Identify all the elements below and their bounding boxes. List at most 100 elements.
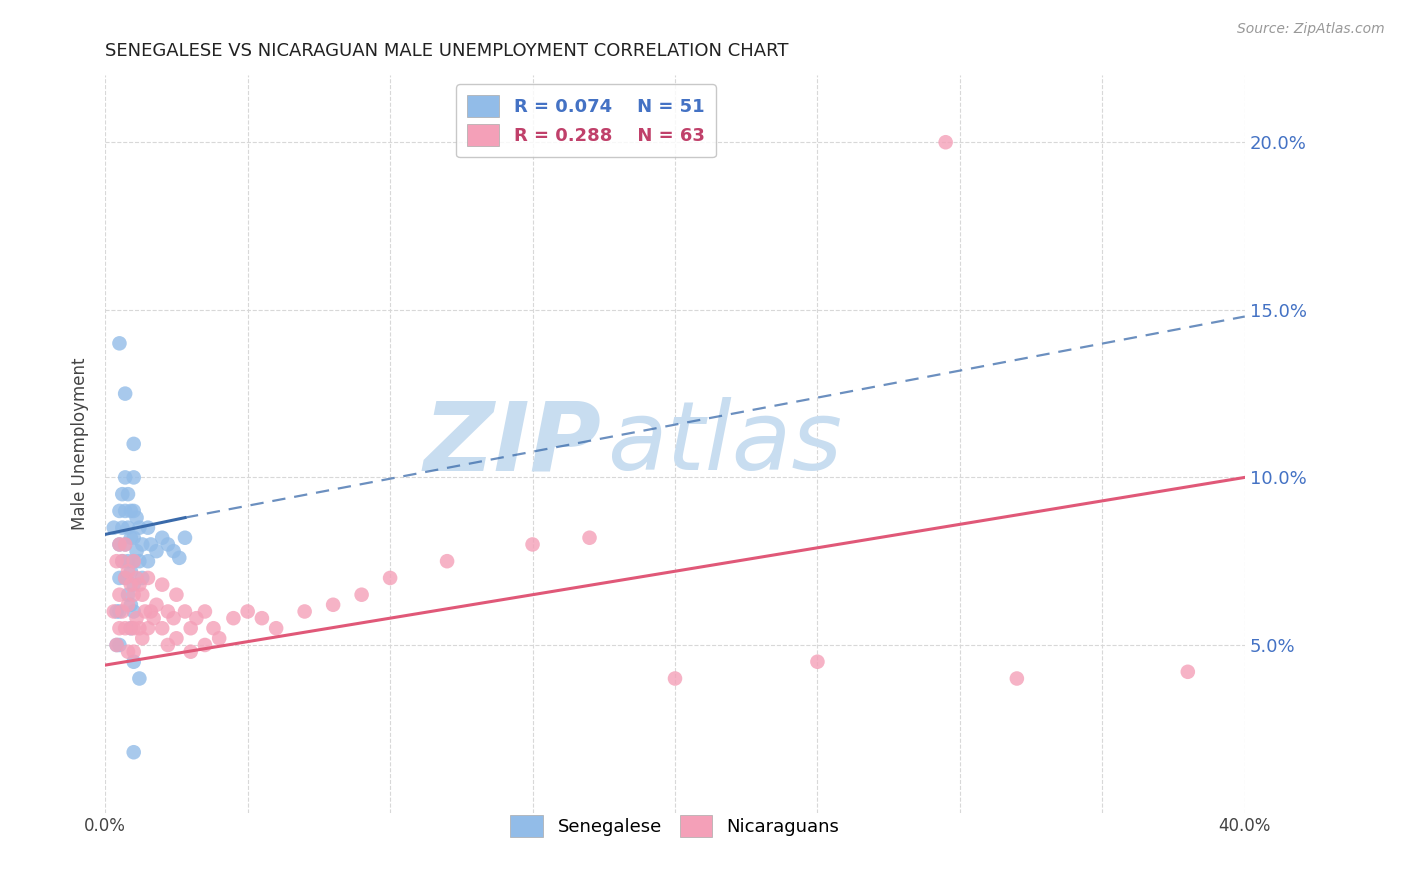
- Point: [522, 537, 544, 551]
- Point: [108, 571, 131, 585]
- Point: [180, 645, 202, 659]
- Point: [150, 621, 173, 635]
- Point: [114, 621, 136, 635]
- Point: [105, 605, 128, 619]
- Point: [156, 537, 179, 551]
- Point: [105, 554, 128, 568]
- Point: [350, 588, 373, 602]
- Point: [806, 655, 828, 669]
- Point: [145, 544, 167, 558]
- Point: [105, 638, 128, 652]
- Point: [111, 487, 134, 501]
- Point: [150, 577, 173, 591]
- Point: [128, 672, 150, 686]
- Point: [108, 621, 131, 635]
- Point: [136, 571, 159, 585]
- Point: [125, 544, 148, 558]
- Point: [162, 544, 184, 558]
- Point: [108, 588, 131, 602]
- Point: [142, 611, 165, 625]
- Point: [120, 577, 142, 591]
- Point: [1177, 665, 1199, 679]
- Point: [122, 554, 145, 568]
- Point: [1005, 672, 1028, 686]
- Point: [114, 537, 136, 551]
- Point: [128, 554, 150, 568]
- Point: [122, 588, 145, 602]
- Point: [236, 605, 259, 619]
- Point: [114, 537, 136, 551]
- Point: [122, 655, 145, 669]
- Point: [114, 470, 136, 484]
- Point: [194, 638, 217, 652]
- Point: [117, 487, 139, 501]
- Text: ZIP: ZIP: [423, 398, 600, 491]
- Point: [111, 521, 134, 535]
- Point: [122, 621, 145, 635]
- Point: [122, 437, 145, 451]
- Point: [122, 470, 145, 484]
- Point: [120, 621, 142, 635]
- Point: [134, 605, 156, 619]
- Point: [117, 588, 139, 602]
- Point: [145, 598, 167, 612]
- Point: [114, 504, 136, 518]
- Point: [117, 564, 139, 578]
- Legend: Senegalese, Nicaraguans: Senegalese, Nicaraguans: [503, 807, 846, 844]
- Point: [264, 621, 287, 635]
- Point: [222, 611, 245, 625]
- Point: [131, 537, 153, 551]
- Point: [935, 135, 957, 149]
- Point: [120, 598, 142, 612]
- Point: [136, 621, 159, 635]
- Point: [131, 632, 153, 646]
- Point: [139, 605, 162, 619]
- Point: [108, 336, 131, 351]
- Text: SENEGALESE VS NICARAGUAN MALE UNEMPLOYMENT CORRELATION CHART: SENEGALESE VS NICARAGUAN MALE UNEMPLOYME…: [105, 42, 789, 60]
- Point: [162, 611, 184, 625]
- Point: [139, 537, 162, 551]
- Point: [122, 554, 145, 568]
- Point: [125, 611, 148, 625]
- Point: [378, 571, 401, 585]
- Point: [108, 537, 131, 551]
- Point: [169, 550, 191, 565]
- Point: [156, 638, 179, 652]
- Point: [578, 531, 600, 545]
- Point: [122, 605, 145, 619]
- Text: Source: ZipAtlas.com: Source: ZipAtlas.com: [1237, 22, 1385, 37]
- Point: [150, 531, 173, 545]
- Point: [122, 504, 145, 518]
- Point: [108, 605, 131, 619]
- Point: [111, 554, 134, 568]
- Point: [131, 588, 153, 602]
- Point: [136, 521, 159, 535]
- Point: [322, 598, 344, 612]
- Point: [165, 588, 187, 602]
- Point: [111, 605, 134, 619]
- Point: [125, 510, 148, 524]
- Point: [208, 632, 231, 646]
- Point: [136, 554, 159, 568]
- Point: [202, 621, 225, 635]
- Point: [122, 745, 145, 759]
- Point: [105, 638, 128, 652]
- Point: [156, 605, 179, 619]
- Point: [128, 621, 150, 635]
- Point: [174, 531, 197, 545]
- Point: [117, 598, 139, 612]
- Point: [128, 577, 150, 591]
- Point: [114, 571, 136, 585]
- Point: [194, 605, 217, 619]
- Point: [103, 521, 125, 535]
- Point: [120, 504, 142, 518]
- Point: [111, 554, 134, 568]
- Y-axis label: Male Unemployment: Male Unemployment: [72, 358, 89, 530]
- Point: [117, 645, 139, 659]
- Point: [117, 554, 139, 568]
- Point: [122, 531, 145, 545]
- Point: [125, 571, 148, 585]
- Point: [128, 521, 150, 535]
- Point: [103, 605, 125, 619]
- Point: [180, 621, 202, 635]
